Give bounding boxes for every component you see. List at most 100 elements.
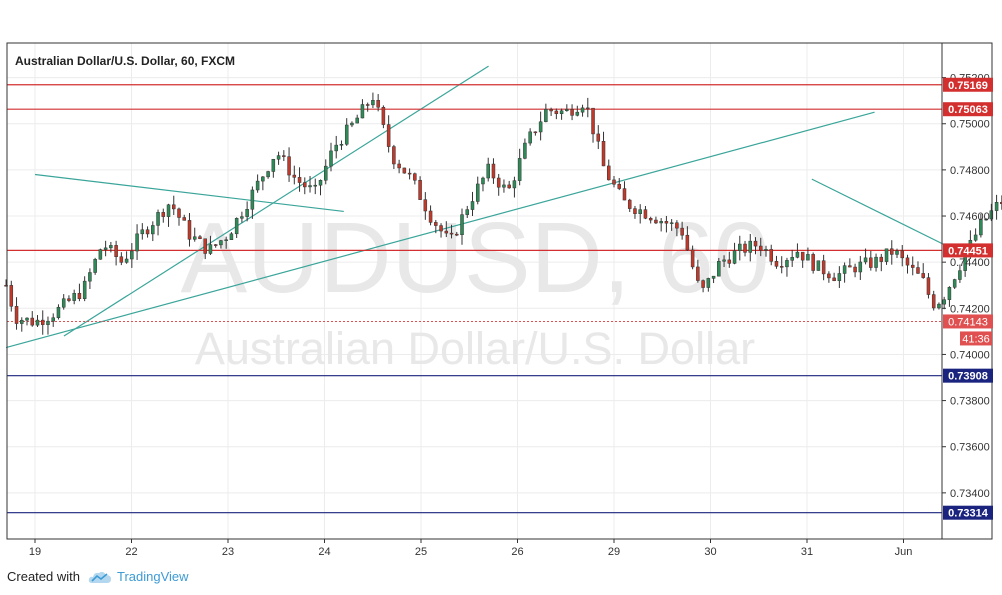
candle xyxy=(538,111,543,141)
candle xyxy=(795,243,800,259)
candle xyxy=(884,248,889,265)
candle xyxy=(271,158,276,178)
candle xyxy=(664,215,669,233)
candle xyxy=(355,114,359,124)
candle xyxy=(931,290,936,311)
y-tick-label: 0.75000 xyxy=(950,119,990,131)
x-tick-label: 22 xyxy=(125,546,137,558)
y-tick-label: 0.73600 xyxy=(950,442,990,454)
x-tick-label: 29 xyxy=(608,546,620,558)
candle xyxy=(921,263,925,279)
x-tick-label: 30 xyxy=(704,546,716,558)
candle xyxy=(486,157,490,182)
level-label: 0.74451 xyxy=(948,245,988,257)
candle xyxy=(958,264,962,283)
trendline xyxy=(34,173,344,213)
level-label-bg xyxy=(943,102,993,117)
candle xyxy=(926,273,931,299)
candle xyxy=(124,251,129,264)
candle xyxy=(282,150,286,162)
candle xyxy=(213,244,218,248)
candle xyxy=(14,297,19,330)
candle xyxy=(297,167,302,192)
candle xyxy=(669,219,674,231)
candles xyxy=(4,92,1002,335)
candle xyxy=(512,176,517,198)
candle xyxy=(842,262,847,283)
tradingview-link[interactable]: TradingView xyxy=(117,569,189,584)
candle xyxy=(119,252,124,266)
candle xyxy=(234,217,239,238)
candle xyxy=(308,176,312,193)
candle xyxy=(643,205,648,220)
candle xyxy=(607,159,611,181)
candle xyxy=(109,241,113,253)
candle xyxy=(916,261,920,274)
candle xyxy=(591,107,595,143)
candle xyxy=(46,316,50,335)
candle xyxy=(675,220,679,237)
candle xyxy=(890,240,894,265)
candle xyxy=(565,104,569,112)
candle xyxy=(821,254,826,281)
candle xyxy=(61,294,66,310)
candle xyxy=(114,240,118,266)
y-tick-label: 0.74400 xyxy=(950,257,990,269)
candle xyxy=(40,310,45,335)
candle xyxy=(690,245,695,270)
candle xyxy=(491,158,496,184)
candle xyxy=(392,144,396,170)
candle xyxy=(502,179,506,193)
candle xyxy=(952,278,957,289)
candle xyxy=(774,255,779,269)
candle xyxy=(51,313,55,327)
candle xyxy=(381,105,386,129)
candle xyxy=(869,250,873,271)
created-with-text: Created with xyxy=(7,569,80,584)
candle xyxy=(753,237,758,255)
candle xyxy=(30,311,35,327)
candle xyxy=(318,179,323,196)
horizontal-levels xyxy=(7,84,942,514)
candle xyxy=(93,257,97,275)
candle xyxy=(481,176,485,192)
last-price-label: 0.74143 xyxy=(948,316,988,328)
candle xyxy=(507,180,511,189)
candle xyxy=(35,315,40,327)
candle xyxy=(617,178,621,191)
candle xyxy=(140,223,145,240)
candle xyxy=(874,253,878,272)
candle xyxy=(910,256,915,276)
candle xyxy=(386,115,391,153)
candle xyxy=(622,181,627,201)
candle xyxy=(402,167,407,174)
candle xyxy=(528,128,532,146)
candle xyxy=(198,234,202,240)
candle xyxy=(334,135,338,159)
candle xyxy=(303,177,307,195)
candle xyxy=(973,228,978,242)
y-tick-label: 0.74200 xyxy=(950,303,990,315)
candle xyxy=(496,173,501,196)
candle xyxy=(88,268,92,290)
candle xyxy=(732,242,737,265)
candle xyxy=(261,176,265,191)
candle xyxy=(376,94,380,112)
candle xyxy=(779,256,784,274)
candle xyxy=(711,275,716,284)
candle xyxy=(365,102,370,112)
candle xyxy=(344,118,349,146)
candle xyxy=(9,280,14,312)
candle xyxy=(517,148,522,186)
candle xyxy=(56,304,61,320)
candle xyxy=(523,138,527,160)
candle xyxy=(224,236,228,249)
tradingview-cloud-icon xyxy=(88,571,111,583)
candle xyxy=(601,131,606,167)
candle xyxy=(418,176,422,200)
y-tick-label: 0.73800 xyxy=(950,396,990,408)
candle xyxy=(266,170,270,179)
candle xyxy=(287,147,291,182)
x-tick-label: 26 xyxy=(511,546,523,558)
candle xyxy=(187,213,192,247)
